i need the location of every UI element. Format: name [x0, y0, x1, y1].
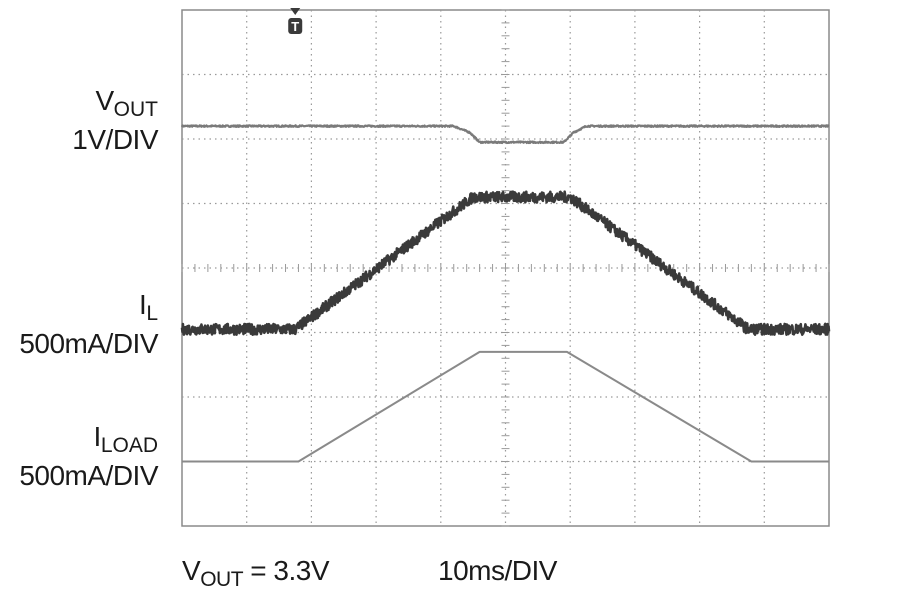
iload-trace-scale: 500mA/DIV [19, 460, 158, 491]
il-trace-name: IL [19, 290, 158, 329]
trigger-badge [288, 18, 303, 34]
vout-setting: VOUT = 3.3V [182, 555, 330, 595]
vout-setting-value: = 3.3V [243, 555, 330, 586]
vout-trace-name: VOUT [72, 86, 158, 125]
vout-setting-sub: OUT [200, 568, 244, 591]
vout-name-main: V [95, 85, 114, 116]
il-name-sub: L [146, 302, 158, 325]
grid [181, 9, 830, 527]
trigger-arrow [290, 8, 301, 15]
vout-name-sub: OUT [113, 98, 158, 121]
il-trace [180, 190, 831, 337]
il-name-main: I [139, 289, 147, 320]
iload-name-sub: LOAD [100, 434, 158, 457]
iload-trace-name: ILOAD [19, 422, 158, 461]
iload-trace-label: ILOAD 500mA/DIV [19, 422, 158, 491]
vout-trace-scale: 1V/DIV [72, 124, 158, 155]
trigger-label: T [291, 19, 299, 34]
timebase: 10ms/DIV [438, 555, 557, 586]
trigger-marker: T [288, 8, 303, 34]
traces [180, 124, 831, 463]
vout-setting-main: V [182, 555, 201, 586]
vout-trace-label: VOUT 1V/DIV [72, 86, 158, 155]
il-trace-scale: 500mA/DIV [19, 328, 158, 359]
vout-trace [180, 124, 830, 145]
iload-trace [182, 350, 829, 463]
iload-name-main: I [93, 421, 102, 452]
il-trace-label: IL 500mA/DIV [19, 290, 158, 359]
